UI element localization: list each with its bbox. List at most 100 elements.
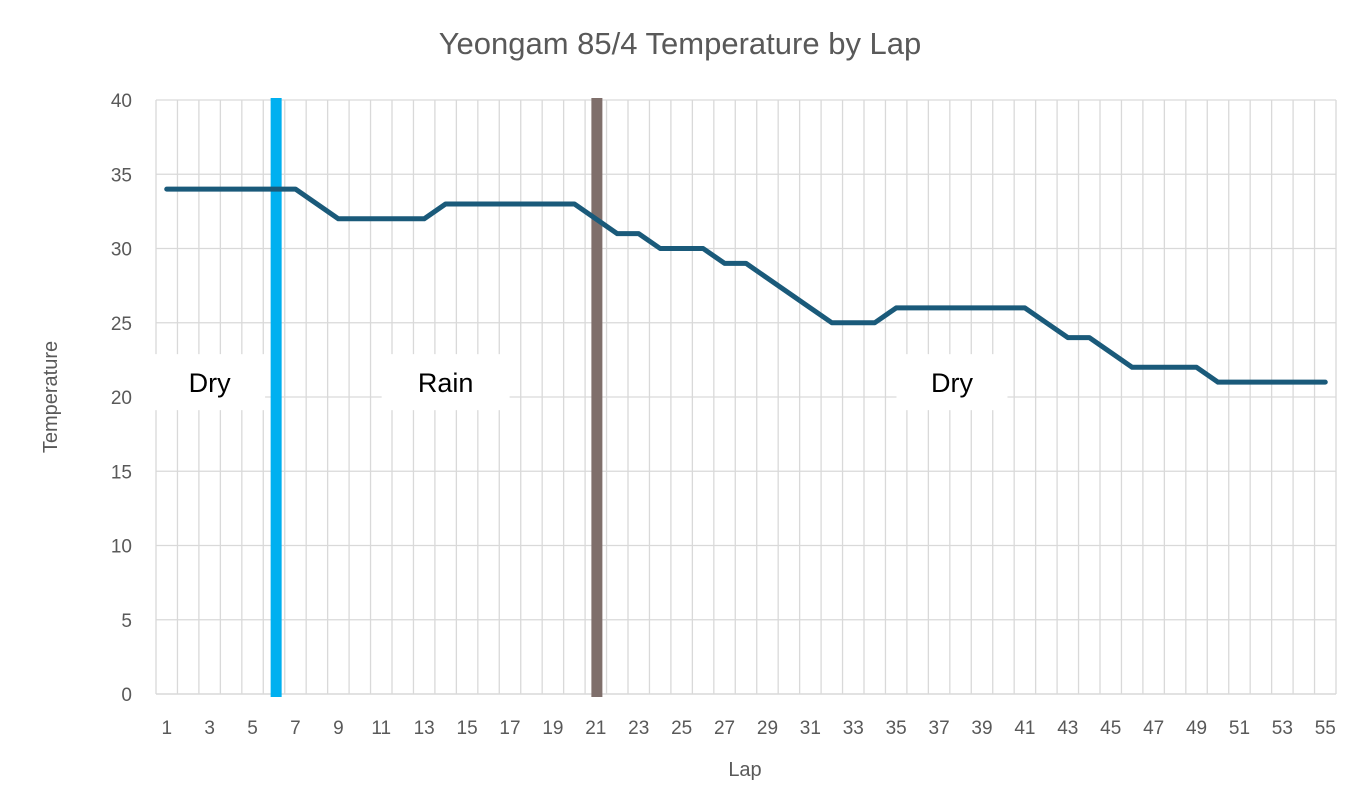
- x-tick-label: 55: [1315, 718, 1336, 739]
- phase-markers: [270, 98, 603, 697]
- temperature-point: [938, 307, 940, 309]
- temperature-point: [509, 203, 511, 205]
- x-tick-label: 39: [971, 718, 992, 739]
- y-tick-label: 40: [111, 91, 132, 112]
- x-tick-label: 51: [1229, 718, 1250, 739]
- x-tick-label: 3: [204, 718, 215, 739]
- temperature-point: [1002, 307, 1004, 309]
- x-tick-label: 1: [161, 718, 172, 739]
- temperature-point: [445, 203, 447, 205]
- y-tick-label: 20: [111, 388, 132, 409]
- series-layer: [164, 186, 1328, 385]
- phase-annotation: Dry: [189, 368, 231, 398]
- y-tick-label: 25: [111, 314, 132, 335]
- temperature-point: [1153, 366, 1155, 368]
- temperature-point: [1260, 381, 1262, 383]
- temperature-point: [831, 322, 833, 324]
- x-tick-label: 15: [457, 718, 478, 739]
- temperature-point: [1303, 381, 1305, 383]
- y-tick-label: 30: [111, 240, 132, 261]
- temperature-point: [294, 188, 296, 190]
- temperature-point: [402, 218, 404, 220]
- annotation-background: [381, 354, 510, 411]
- temperature-point: [616, 233, 618, 235]
- y-tick-label: 35: [111, 165, 132, 186]
- annotation-background: [896, 354, 1008, 411]
- x-tick-label: 31: [800, 718, 821, 739]
- annotation-background: [154, 354, 266, 411]
- y-axis-ticks: 0 5 10 15 20 25 30 35 40: [111, 91, 132, 706]
- temperature-point: [552, 203, 554, 205]
- temperature-point: [1088, 337, 1090, 339]
- temperature-point: [981, 307, 983, 309]
- temperature-point: [874, 322, 876, 324]
- temperature-point: [316, 203, 318, 205]
- temperature-point: [166, 188, 168, 190]
- temperature-point: [960, 307, 962, 309]
- temperature-point: [788, 292, 790, 294]
- phase-annotations: Dry Rain Dry: [154, 354, 1008, 411]
- temperature-point: [1238, 381, 1240, 383]
- temperature-point: [530, 203, 532, 205]
- temperature-point: [1324, 381, 1326, 383]
- x-tick-label: 5: [247, 718, 258, 739]
- x-tick-label: 45: [1100, 718, 1121, 739]
- x-tick-label: 27: [714, 718, 735, 739]
- temperature-point: [380, 218, 382, 220]
- temperature-point: [809, 307, 811, 309]
- x-tick-label: 37: [929, 718, 950, 739]
- temperature-point: [917, 307, 919, 309]
- temperature-point: [573, 203, 575, 205]
- temperature-point: [1174, 366, 1176, 368]
- x-tick-label: 29: [757, 718, 778, 739]
- temperature-line: [164, 186, 1328, 385]
- y-tick-label: 15: [111, 462, 132, 483]
- x-tick-label: 33: [843, 718, 864, 739]
- x-tick-label: 17: [499, 718, 520, 739]
- temperature-point: [488, 203, 490, 205]
- temperature-point: [1024, 307, 1026, 309]
- temperature-point: [852, 322, 854, 324]
- x-tick-label: 49: [1186, 718, 1207, 739]
- temperature-point: [423, 218, 425, 220]
- chart-title: Yeongam 85/4 Temperature by Lap: [439, 26, 922, 61]
- x-axis-ticks: 1 3 5 7 9 11 13 15 17 19 21 23 25 27 29 31 33 35 37 39 41 43 4…: [161, 718, 1335, 739]
- x-tick-label: 25: [671, 718, 692, 739]
- temperature-point: [1045, 322, 1047, 324]
- y-tick-label: 10: [111, 537, 132, 558]
- temperature-point: [1217, 381, 1219, 383]
- temperature-point: [638, 233, 640, 235]
- phase-annotation: Dry: [931, 368, 973, 398]
- temperature-point: [681, 248, 683, 249]
- x-tick-label: 7: [290, 718, 301, 739]
- x-tick-label: 13: [414, 718, 435, 739]
- y-axis-label: Temperature: [40, 341, 62, 453]
- temperature-point: [209, 188, 211, 190]
- temperature-point: [745, 262, 747, 264]
- phase-annotation: Rain: [418, 368, 474, 398]
- x-tick-label: 35: [886, 718, 907, 739]
- temperature-point: [766, 277, 768, 279]
- x-tick-label: 23: [628, 718, 649, 739]
- temperature-point: [187, 188, 189, 190]
- temperature-point: [273, 188, 275, 190]
- x-tick-label: 19: [542, 718, 563, 739]
- temperature-point: [1131, 366, 1133, 368]
- x-axis-label: Lap: [728, 759, 761, 781]
- x-tick-label: 11: [371, 718, 391, 739]
- temperature-point: [337, 218, 339, 220]
- temperature-point: [659, 248, 661, 249]
- temperature-point: [252, 188, 254, 190]
- x-tick-label: 47: [1143, 718, 1164, 739]
- x-tick-label: 53: [1272, 718, 1293, 739]
- x-tick-label: 43: [1057, 718, 1078, 739]
- temperature-point: [1067, 337, 1069, 339]
- temperature-point: [1196, 366, 1198, 368]
- x-tick-label: 9: [333, 718, 344, 739]
- y-tick-label: 0: [121, 685, 132, 706]
- temperature-point: [724, 262, 726, 264]
- temperature-point: [1281, 381, 1283, 383]
- temperature-point: [230, 188, 232, 190]
- temperature-point: [359, 218, 361, 220]
